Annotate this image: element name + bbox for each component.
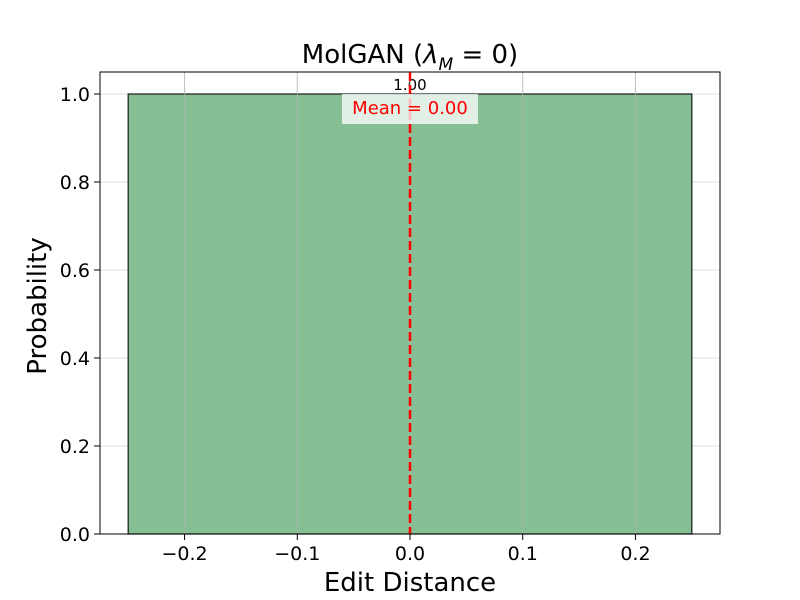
y-tick-label: 0.8	[60, 172, 90, 194]
x-tick-label: −0.1	[274, 543, 320, 565]
y-tick-label: 1.0	[60, 84, 90, 106]
ticks: −0.2 −0.1 0.0 0.1 0.2 0.0 0.2 0.4 0.6 0.8 1.0	[60, 84, 651, 565]
chart-title: MolGAN (λM = 0)	[302, 40, 518, 75]
x-tick-label: −0.2	[161, 543, 207, 565]
mean-label: Mean = 0.00	[352, 98, 468, 119]
y-tick-label: 0.4	[60, 348, 90, 370]
x-tick-label: 0.2	[620, 543, 650, 565]
x-axis-label: Edit Distance	[324, 568, 496, 598]
y-tick-label: 0.0	[60, 524, 90, 546]
y-tick-label: 0.2	[60, 436, 90, 458]
x-tick-label: 0.1	[508, 543, 538, 565]
mean-annotation: Mean = 0.00	[342, 72, 478, 534]
y-tick-label: 0.6	[60, 260, 90, 282]
x-tick-label: 0.0	[395, 543, 425, 565]
y-axis-label: Probability	[23, 237, 53, 374]
mean-label-box	[342, 94, 478, 124]
